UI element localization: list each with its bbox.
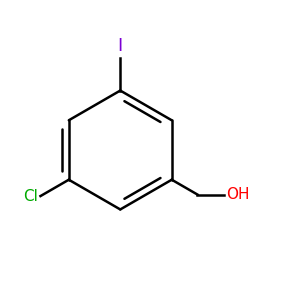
Text: OH: OH bbox=[226, 187, 250, 202]
Text: I: I bbox=[118, 38, 123, 56]
Text: Cl: Cl bbox=[23, 189, 38, 204]
